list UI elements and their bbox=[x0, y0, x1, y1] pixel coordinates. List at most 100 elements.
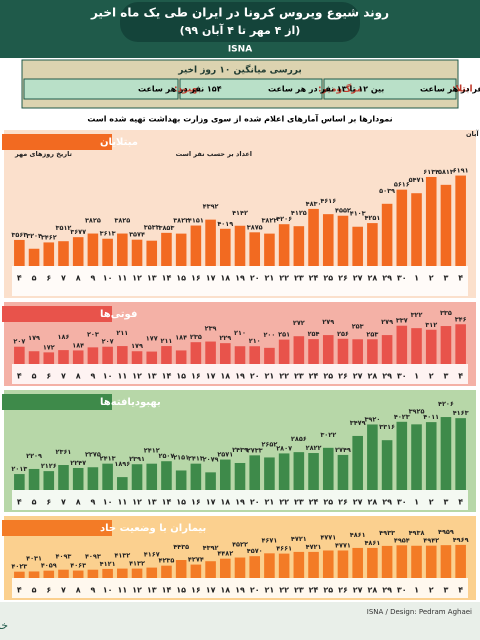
x-tick-label: ۲۷ bbox=[353, 372, 363, 381]
bar bbox=[219, 228, 231, 266]
value-label: ۲۰۷ bbox=[13, 338, 25, 346]
bar bbox=[249, 346, 261, 364]
bar bbox=[117, 568, 128, 578]
x-tick-label: ۳۰ bbox=[397, 274, 407, 283]
bar bbox=[146, 240, 158, 266]
x-tick-label: ۲۳ bbox=[294, 372, 304, 381]
x-tick-label: ۷ bbox=[61, 372, 66, 381]
x-tick-label: ۲۲ bbox=[279, 372, 289, 381]
x-tick-label: ۲۴ bbox=[309, 498, 319, 507]
bar bbox=[14, 571, 25, 578]
bar bbox=[175, 470, 187, 490]
bar bbox=[58, 350, 69, 364]
value-label: ۴۶۱۶ bbox=[320, 197, 336, 205]
bar bbox=[352, 226, 363, 266]
x-tick-label: ۱۱ bbox=[117, 274, 127, 283]
bar bbox=[308, 551, 319, 578]
x-tick-label: ۲۱ bbox=[265, 586, 275, 595]
value-label: ۴۰۳۱ bbox=[26, 554, 42, 562]
bar bbox=[455, 418, 466, 490]
x-tick-label: ۸ bbox=[76, 586, 81, 595]
x-tick-label: ۲۳ bbox=[294, 498, 304, 507]
x-tick-label: ۲۹ bbox=[382, 372, 392, 381]
value-label: ۴۵۷۰ bbox=[247, 547, 263, 555]
value-label: ۲۰۰ bbox=[263, 331, 275, 339]
bar bbox=[190, 564, 202, 578]
value-label: ۴۲۰۶ bbox=[438, 400, 454, 408]
x-tick-label: ۷ bbox=[61, 274, 66, 283]
value-label: ۴۷۲۱ bbox=[306, 543, 322, 551]
bar bbox=[278, 553, 290, 578]
value-label: ۱۷۲ bbox=[43, 343, 55, 351]
bar bbox=[146, 463, 158, 490]
x-tick-label: ۱۵ bbox=[176, 498, 186, 507]
bar bbox=[219, 343, 231, 364]
value-label: ۲۵۰۷ bbox=[159, 452, 175, 460]
value-label: ۵۸۱۳ bbox=[438, 168, 454, 176]
bar bbox=[43, 242, 55, 266]
bar bbox=[278, 224, 290, 266]
bar bbox=[352, 435, 363, 490]
value-label: ۴۵۲۲ bbox=[232, 541, 248, 549]
bar bbox=[337, 550, 349, 578]
summary-text: حدود ۲۱۳ نفر در هر ساعت bbox=[420, 85, 480, 94]
x-tick-label: ۲۱ bbox=[265, 372, 275, 381]
bar bbox=[161, 346, 172, 364]
bar bbox=[425, 422, 437, 490]
value-label: ۴۶۶۱ bbox=[276, 545, 292, 553]
x-tick-label: ۲ bbox=[429, 274, 434, 283]
bar bbox=[28, 248, 40, 266]
bar bbox=[396, 325, 408, 364]
value-label: ۲۷۴۹ bbox=[335, 446, 351, 454]
x-tick-label: ۴ bbox=[458, 274, 463, 283]
bar bbox=[352, 547, 363, 578]
value-label: ۴۰۹۳ bbox=[56, 553, 72, 561]
value-label: ۴۱۳۲ bbox=[129, 560, 145, 568]
value-label: ۲۴۳۹ bbox=[232, 446, 248, 454]
x-tick-label: ۱۳ bbox=[147, 586, 157, 595]
bar bbox=[411, 193, 422, 266]
x-tick-label: ۴ bbox=[458, 498, 463, 507]
value-label: ۱۷۹ bbox=[131, 342, 143, 350]
value-label: ۲۲۰۹ bbox=[26, 452, 42, 460]
bar bbox=[43, 471, 55, 490]
x-tick-label: ۱۲ bbox=[132, 586, 142, 595]
x-tick-label: ۳۰ bbox=[397, 498, 407, 507]
value-label: ۴۹۳۳ bbox=[379, 529, 395, 537]
value-label: ۳۵۱۲ bbox=[56, 224, 72, 232]
x-tick-label: ۱۷ bbox=[206, 498, 216, 507]
summary-text: بین ۱۲ تا ۱۳ نفر در هر ساعت bbox=[268, 85, 384, 94]
summary-text: ۱۵۴ نفر در هر ساعت bbox=[138, 85, 222, 94]
bar bbox=[264, 553, 275, 578]
x-tick-label: ۲۰ bbox=[250, 372, 260, 381]
value-label: ۴۰۵۹ bbox=[41, 562, 57, 570]
bar bbox=[337, 338, 349, 364]
bar bbox=[367, 339, 378, 364]
value-label: ۱۸۶ bbox=[58, 333, 70, 341]
x-tick-label: ۲۱ bbox=[265, 498, 275, 507]
panel-title-bg bbox=[2, 306, 112, 322]
bar bbox=[308, 339, 319, 364]
x-tick-label: ۲ bbox=[429, 498, 434, 507]
bar bbox=[367, 424, 378, 490]
x-tick-label: ۲۲ bbox=[279, 274, 289, 283]
bar bbox=[72, 237, 84, 266]
value-label: ۴۷۲۱ bbox=[291, 535, 307, 543]
bar bbox=[440, 417, 452, 490]
bar bbox=[117, 346, 128, 364]
bar bbox=[146, 351, 158, 364]
agency: خبرگزاری دانشجویان ایران، ایسنا bbox=[0, 619, 8, 632]
value-label: ۴۹۳۸ bbox=[409, 529, 425, 537]
axis-strip bbox=[12, 266, 468, 296]
bar bbox=[322, 550, 334, 578]
x-tick-label: ۲۰ bbox=[250, 274, 260, 283]
value-label: ۴۲۰۶ bbox=[276, 215, 292, 223]
bar bbox=[87, 569, 99, 578]
bar bbox=[234, 346, 246, 364]
note: نمودارها بر اساس آمارهای اعلام شده از سو… bbox=[87, 114, 392, 125]
x-tick-label: ۲۳ bbox=[294, 586, 304, 595]
x-tick-label: ۲۸ bbox=[368, 586, 378, 595]
bar bbox=[337, 454, 349, 490]
value-label: ۲۵۶ bbox=[337, 330, 349, 338]
x-tick-label: ۱۲ bbox=[132, 372, 142, 381]
